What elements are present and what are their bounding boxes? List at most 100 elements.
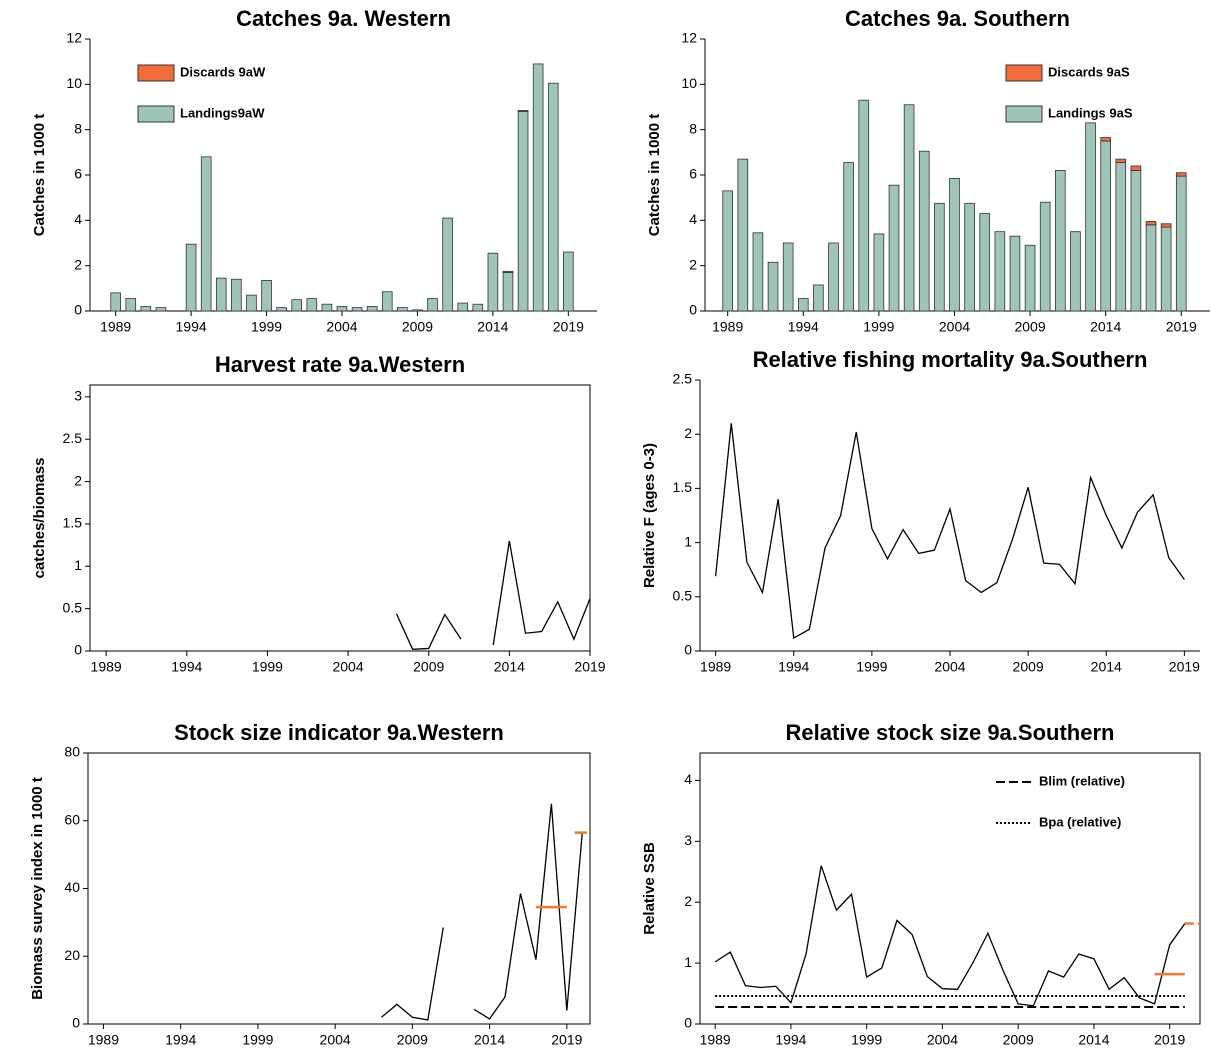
bar bbox=[1175, 175, 1187, 312]
bar bbox=[1160, 223, 1172, 228]
plot-frame bbox=[89, 384, 591, 652]
x-tick-label: 2014 bbox=[1090, 319, 1121, 335]
bar bbox=[1100, 137, 1111, 142]
y-tick-label: 8 bbox=[74, 120, 82, 136]
bar bbox=[1115, 158, 1127, 163]
y-tick-label: 10 bbox=[66, 75, 82, 91]
y-tick-label: 0.5 bbox=[673, 588, 693, 604]
bar bbox=[291, 299, 303, 312]
y-tick-label: 80 bbox=[64, 744, 80, 760]
bar bbox=[351, 307, 363, 312]
chart-title: Relative stock size 9a.Southern bbox=[786, 720, 1115, 745]
y-tick-label: 1.5 bbox=[63, 515, 83, 531]
bar bbox=[782, 242, 794, 312]
y-tick-label: 3 bbox=[684, 832, 692, 848]
y-axis-label: Relative F (ages 0-3) bbox=[641, 443, 658, 588]
bar bbox=[140, 306, 152, 312]
y-tick-label: 10 bbox=[681, 75, 697, 91]
x-tick-label: 2009 bbox=[397, 1032, 428, 1048]
y-tick-label: 1.5 bbox=[673, 479, 693, 495]
x-tick-label: 1989 bbox=[88, 1032, 119, 1048]
y-tick-label: 4 bbox=[689, 211, 697, 227]
bar bbox=[125, 298, 137, 312]
bar bbox=[306, 298, 318, 312]
chart-title: Catches 9a. Southern bbox=[845, 6, 1070, 31]
bar bbox=[381, 291, 393, 312]
y-tick-label: 60 bbox=[64, 811, 80, 827]
chart-title: Stock size indicator 9a.Western bbox=[174, 720, 504, 745]
legend-swatch bbox=[1005, 64, 1043, 82]
y-tick-label: 6 bbox=[689, 166, 697, 182]
bar bbox=[737, 158, 749, 312]
x-tick-label: 2009 bbox=[1013, 659, 1044, 675]
bar bbox=[858, 99, 870, 312]
bar bbox=[722, 190, 733, 312]
x-tick-label: 2004 bbox=[939, 319, 970, 335]
bar bbox=[1055, 170, 1066, 312]
bar bbox=[1145, 224, 1157, 312]
bar bbox=[457, 302, 469, 312]
x-tick-label: 2009 bbox=[402, 319, 433, 335]
y-tick-label: 0 bbox=[74, 302, 82, 318]
bar bbox=[1070, 231, 1081, 312]
y-tick-label: 12 bbox=[66, 30, 82, 46]
x-tick-label: 2009 bbox=[1003, 1032, 1034, 1048]
bar bbox=[1115, 162, 1127, 312]
y-axis-label: Relative SSB bbox=[641, 842, 658, 935]
legend-label: Blim (relative) bbox=[1039, 773, 1125, 788]
x-tick-label: 2004 bbox=[934, 659, 965, 675]
y-tick-label: 0.5 bbox=[63, 599, 83, 615]
x-tick-label: 1989 bbox=[700, 1032, 731, 1048]
x-tick-label: 2019 bbox=[1154, 1032, 1185, 1048]
y-tick-label: 4 bbox=[74, 211, 82, 227]
legend-swatch bbox=[137, 105, 175, 123]
chart-title: Catches 9a. Western bbox=[236, 6, 451, 31]
bar bbox=[532, 63, 544, 312]
x-tick-label: 2014 bbox=[1091, 659, 1122, 675]
x-tick-label: 1994 bbox=[775, 1032, 806, 1048]
bar bbox=[155, 307, 167, 312]
x-tick-label: 2009 bbox=[413, 659, 444, 675]
bar bbox=[185, 243, 197, 312]
plot-frame bbox=[699, 752, 1201, 1025]
bar bbox=[1160, 226, 1172, 312]
x-tick-label: 1994 bbox=[176, 319, 207, 335]
bar bbox=[1100, 140, 1111, 312]
x-tick-label: 1999 bbox=[851, 1032, 882, 1048]
plot-frame bbox=[87, 752, 591, 1025]
x-tick-label: 1999 bbox=[252, 659, 283, 675]
bar bbox=[918, 150, 930, 312]
bar bbox=[797, 298, 809, 312]
bar bbox=[110, 292, 121, 312]
chart-title: Harvest rate 9a.Western bbox=[215, 352, 465, 377]
bar bbox=[903, 104, 915, 312]
line bbox=[714, 865, 1186, 1007]
y-tick-label: 0 bbox=[74, 642, 82, 658]
bar bbox=[517, 111, 529, 312]
y-tick-label: 4 bbox=[684, 771, 692, 787]
chart-title: Relative fishing mortality 9a.Southern bbox=[753, 347, 1148, 372]
y-tick-label: 1 bbox=[684, 954, 692, 970]
bar bbox=[843, 162, 854, 312]
line bbox=[714, 423, 1185, 640]
line bbox=[395, 540, 591, 650]
x-tick-label: 2004 bbox=[320, 1032, 351, 1048]
y-tick-label: 8 bbox=[689, 120, 697, 136]
x-tick-label: 2004 bbox=[927, 1032, 958, 1048]
bar bbox=[888, 184, 900, 312]
x-tick-label: 1989 bbox=[700, 659, 731, 675]
bar bbox=[1009, 235, 1021, 312]
x-tick-label: 2014 bbox=[477, 319, 508, 335]
bar bbox=[472, 303, 484, 312]
bar bbox=[949, 177, 960, 312]
bar bbox=[502, 272, 514, 312]
bar bbox=[502, 270, 514, 273]
y-tick-label: 1 bbox=[74, 557, 82, 573]
bar bbox=[427, 298, 438, 312]
y-tick-label: 2.5 bbox=[63, 430, 83, 446]
x-tick-label: 1994 bbox=[165, 1032, 196, 1048]
y-tick-label: 0 bbox=[689, 302, 697, 318]
x-tick-label: 2009 bbox=[1014, 319, 1045, 335]
bar bbox=[964, 202, 975, 312]
